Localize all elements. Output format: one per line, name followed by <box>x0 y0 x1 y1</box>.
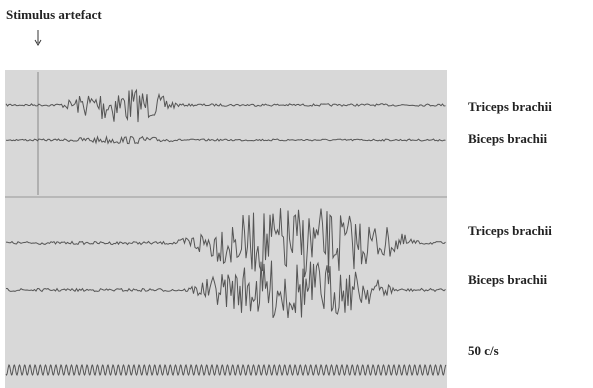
figure: Stimulus artefact Triceps brachii Biceps… <box>0 0 593 388</box>
recording-panel <box>5 70 447 388</box>
page: Stimulus artefact Triceps brachii Biceps… <box>0 0 593 388</box>
annotation: Stimulus artefact <box>6 7 102 22</box>
trace-label: Triceps brachii <box>468 99 552 114</box>
timebase-label: 50 c/s <box>468 343 499 358</box>
trace-label: Biceps brachii <box>468 272 547 287</box>
trace-label: Triceps brachii <box>468 223 552 238</box>
trace-label: Biceps brachii <box>468 131 547 146</box>
